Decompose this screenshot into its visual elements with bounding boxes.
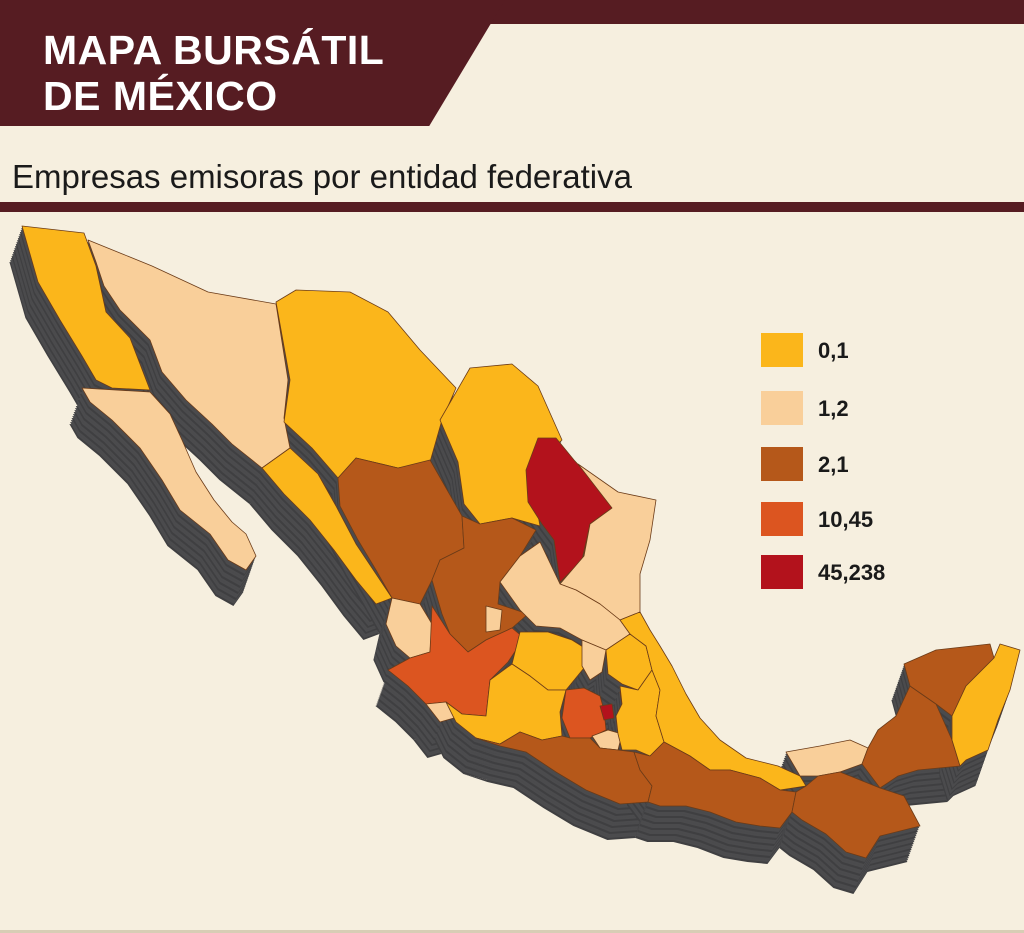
map-region-chiapas bbox=[791, 771, 921, 859]
title-line-2: DE MÉXICO bbox=[43, 73, 278, 119]
legend-label: 45,238 bbox=[818, 560, 886, 585]
map-region-baja-california-sur bbox=[81, 387, 257, 571]
legend-label: 2,1 bbox=[818, 452, 849, 477]
map-region-sonora bbox=[87, 239, 291, 469]
legend-item: 0,1 bbox=[761, 333, 981, 367]
legend-label: 10,45 bbox=[818, 507, 874, 532]
bottom-line bbox=[0, 930, 1024, 933]
map-region-zacatecas bbox=[431, 515, 537, 653]
map-region-oaxaca bbox=[633, 741, 797, 829]
legend-swatch bbox=[761, 502, 803, 536]
header-rule bbox=[0, 202, 1024, 212]
legend-swatch bbox=[761, 333, 803, 367]
page-title: MAPA BURSÁTIL DE MÉXICO bbox=[43, 27, 384, 119]
legend-item: 45,238 bbox=[761, 555, 981, 589]
title-band bbox=[0, 0, 505, 126]
map-region-campeche bbox=[861, 685, 961, 789]
map-region-veracruz bbox=[619, 611, 807, 791]
map-regions bbox=[21, 225, 1021, 859]
map-region-queretaro bbox=[581, 639, 607, 681]
legend-item: 1,2 bbox=[761, 391, 981, 425]
legend-item: 10,45 bbox=[761, 502, 981, 536]
map-region-baja-california bbox=[21, 225, 151, 391]
legend-swatch bbox=[761, 391, 803, 425]
title-line-1: MAPA BURSÁTIL bbox=[43, 27, 385, 73]
map-region-ciudad-de-mexico bbox=[599, 703, 615, 721]
map-region-aguascalientes bbox=[485, 605, 503, 633]
legend-swatch bbox=[761, 555, 803, 589]
mexico-map bbox=[9, 225, 1021, 894]
map-region-quintana-roo bbox=[951, 643, 1021, 767]
map-region-estado-de-mexico bbox=[561, 687, 607, 739]
legend-label: 1,2 bbox=[818, 396, 849, 421]
subtitle: Empresas emisoras por entidad federativa bbox=[12, 158, 632, 195]
legend-swatch bbox=[761, 447, 803, 481]
legend-label: 0,1 bbox=[818, 338, 849, 363]
legend-item: 2,1 bbox=[761, 447, 981, 481]
